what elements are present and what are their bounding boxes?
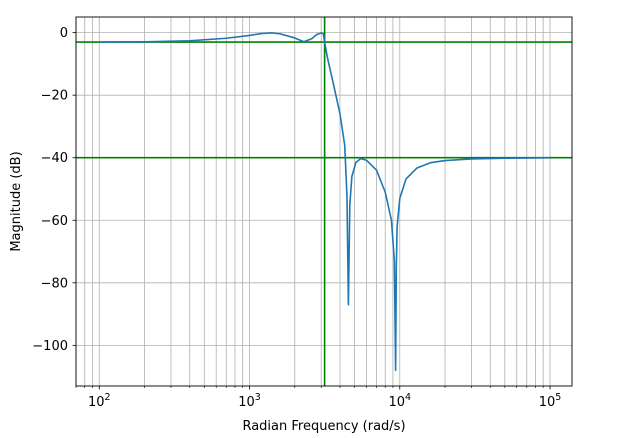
x-tick-label-base: 10 — [388, 395, 405, 410]
x-tick-label: 104 — [388, 392, 411, 410]
plot-frame — [75, 16, 573, 387]
x-tick-label: 102 — [88, 392, 111, 410]
y-tick-label: −20 — [41, 89, 68, 104]
y-tick-labels: 0 −20 −40 −60 −80 −100 — [32, 26, 68, 354]
x-tick-label: 103 — [238, 392, 261, 410]
y-tick-label: −40 — [41, 151, 68, 166]
x-tick-label-exponent: 5 — [555, 392, 561, 403]
x-tick-labels: 102 103 104 105 — [88, 392, 561, 410]
x-tick-label-exponent: 4 — [405, 392, 411, 403]
x-tick-label-exponent: 3 — [255, 392, 261, 403]
x-axis-label: Radian Frequency (rad/s) — [242, 419, 405, 434]
magnitude-series-line — [99, 31, 551, 372]
y-tick-label: 0 — [60, 26, 68, 41]
x-tick-label-exponent: 2 — [105, 392, 111, 403]
y-tick-label: −80 — [41, 276, 68, 291]
x-tick-label-base: 10 — [88, 395, 105, 410]
y-axis-label: Magnitude (dB) — [9, 151, 24, 251]
x-tick-label: 105 — [539, 392, 562, 410]
x-tick-label-base: 10 — [539, 395, 556, 410]
y-tick-label: −60 — [41, 214, 68, 229]
minor-grid — [75, 17, 544, 386]
axis-ticks — [72, 32, 551, 390]
y-tick-label: −100 — [32, 339, 68, 354]
x-tick-label-base: 10 — [238, 395, 255, 410]
